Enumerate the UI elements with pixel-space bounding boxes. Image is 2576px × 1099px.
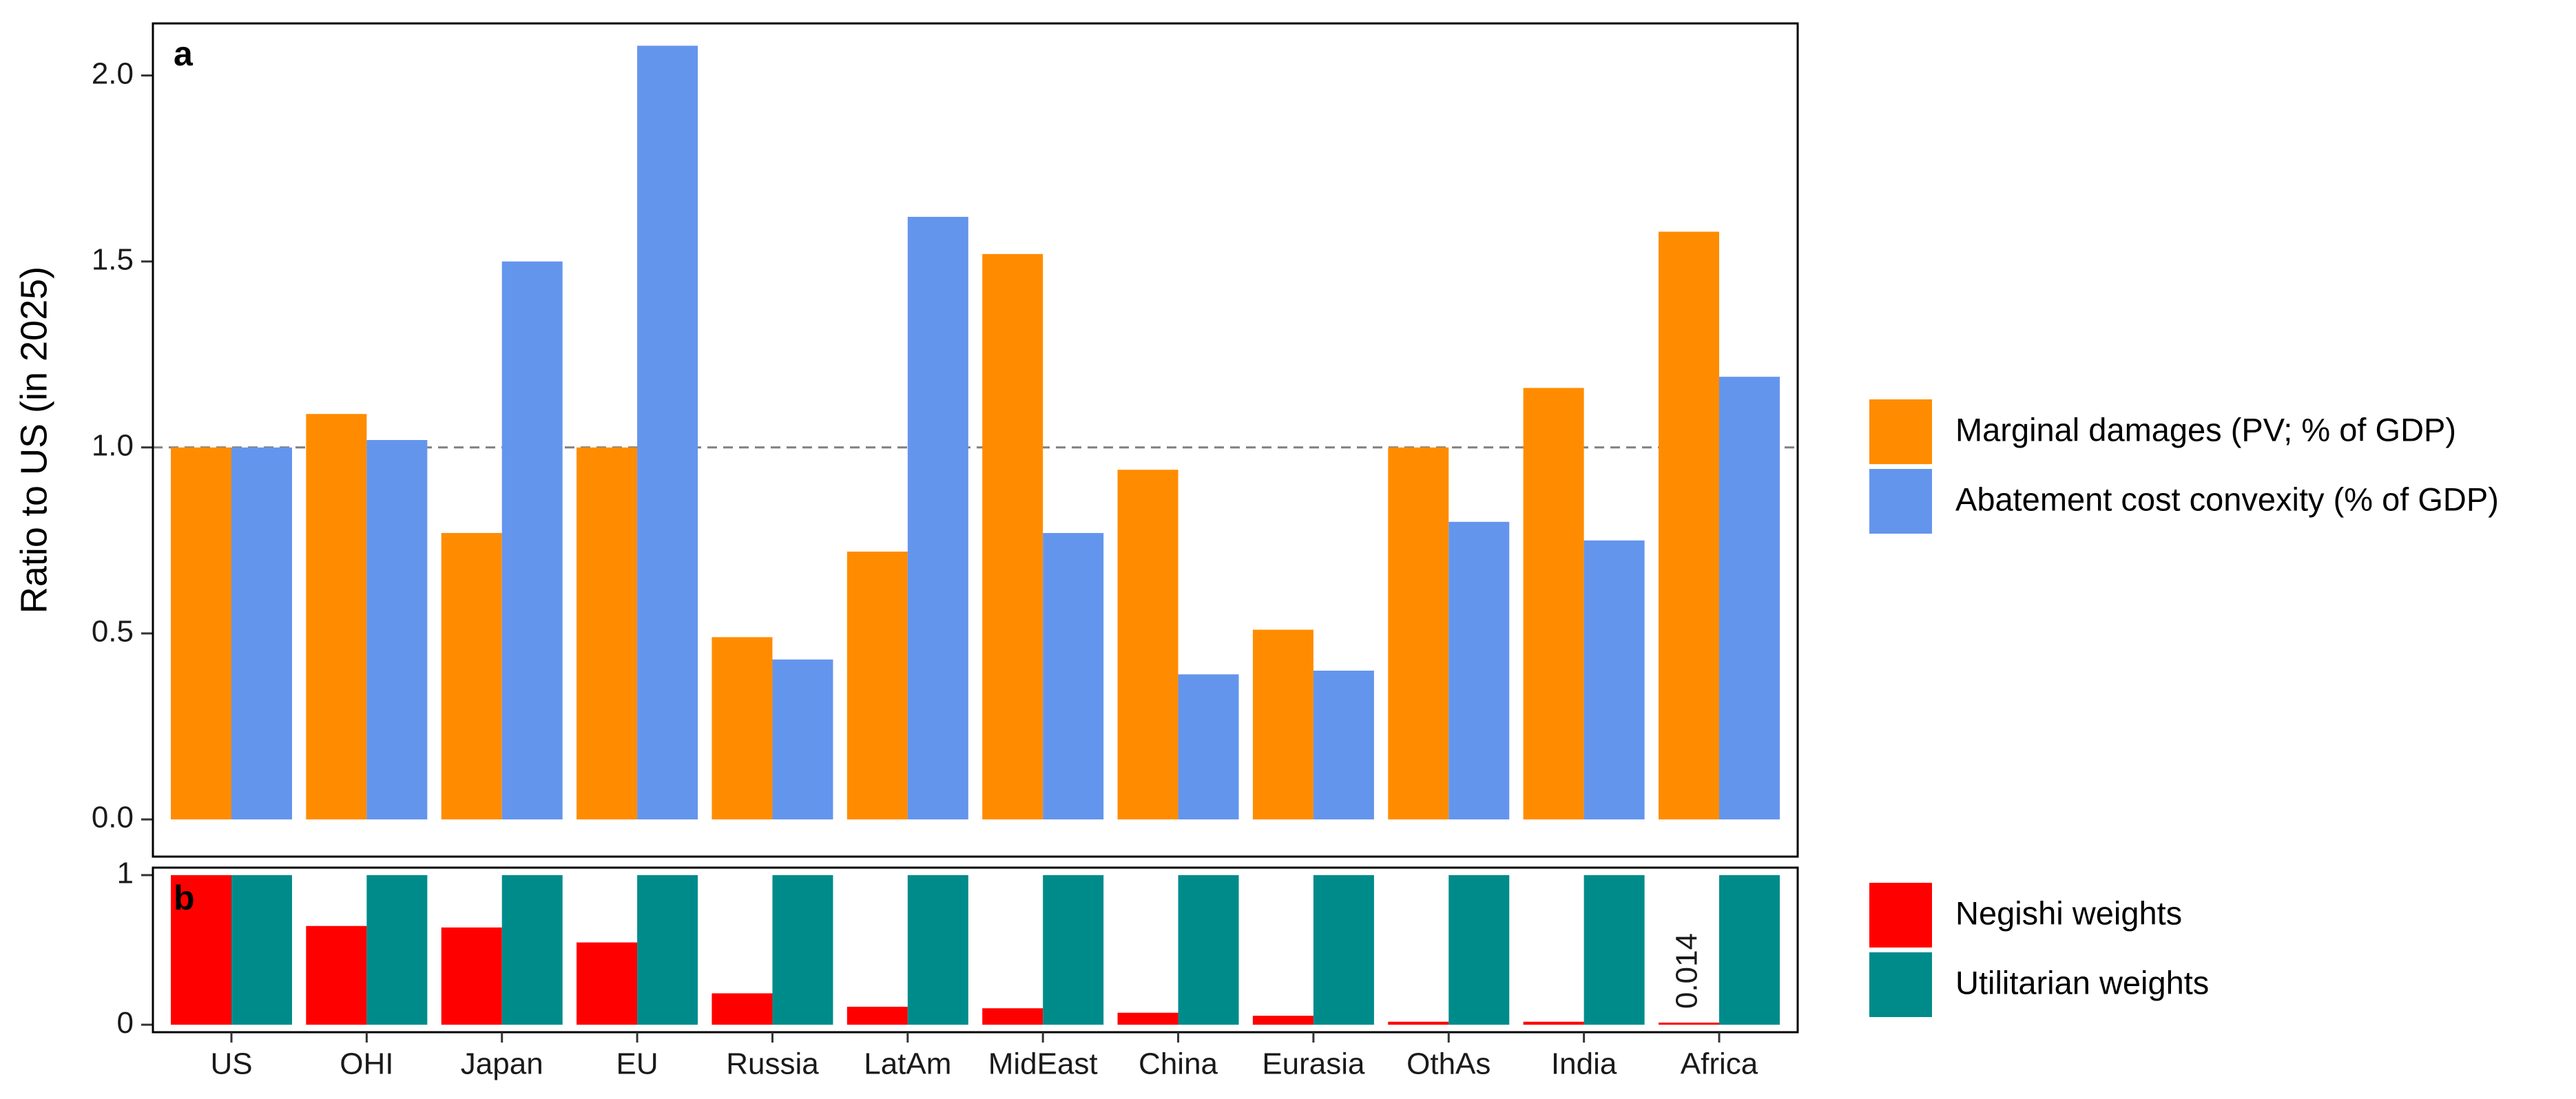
x-tick-label: MidEast	[988, 1047, 1098, 1081]
data-label: 0.014	[1670, 933, 1704, 1009]
bar	[1583, 875, 1645, 1025]
y-tick-label: 1.5	[92, 242, 134, 276]
bar	[1178, 674, 1239, 819]
bar	[366, 440, 428, 819]
bar	[772, 875, 833, 1025]
bar	[306, 414, 367, 819]
y-tick-label: 1.0	[92, 428, 134, 462]
bar	[846, 1007, 908, 1025]
legend-swatch	[1869, 469, 1932, 534]
bar	[171, 447, 231, 819]
bar	[1117, 1012, 1178, 1025]
bar	[306, 925, 367, 1025]
bar	[1043, 875, 1104, 1025]
x-tick-label: OthAs	[1406, 1047, 1490, 1081]
y-axis-title: Ratio to US (in 2025)	[13, 266, 54, 614]
y-tick-label: 0.0	[92, 801, 134, 835]
y-tick-label: 0	[117, 1006, 134, 1040]
bar	[231, 447, 292, 819]
bar	[441, 927, 502, 1025]
bar	[231, 875, 292, 1025]
bar	[1388, 1021, 1449, 1025]
bar	[711, 637, 773, 819]
legend-label: Abatement cost convexity (% of GDP)	[1955, 481, 2499, 517]
bar	[1117, 470, 1178, 819]
bar	[1388, 447, 1449, 819]
legend-label: Utilitarian weights	[1955, 964, 2209, 1001]
bar	[1659, 231, 1719, 819]
legend-label: Negishi weights	[1955, 894, 2182, 931]
bar	[846, 552, 908, 819]
bar	[577, 447, 638, 819]
bar	[907, 875, 968, 1025]
x-tick-label: US	[210, 1047, 252, 1081]
bar	[577, 942, 638, 1025]
panel-label: a	[174, 34, 194, 73]
bar	[711, 993, 773, 1025]
bar	[501, 875, 563, 1025]
bar	[982, 253, 1043, 819]
bar	[1252, 1016, 1313, 1025]
bar	[1313, 670, 1374, 819]
bar	[1523, 388, 1584, 819]
x-tick-label: LatAm	[864, 1047, 951, 1081]
x-tick-label: India	[1551, 1047, 1617, 1081]
bar	[772, 659, 833, 819]
plot-frame	[152, 22, 1799, 858]
legend-swatch	[1869, 399, 1932, 464]
bar	[1043, 533, 1104, 819]
bar	[637, 875, 698, 1025]
bar	[1448, 875, 1510, 1025]
bar	[982, 1008, 1043, 1025]
bar	[441, 533, 502, 819]
y-tick-label: 1	[117, 856, 134, 890]
legend-label: Marginal damages (PV; % of GDP)	[1955, 411, 2456, 448]
y-tick-label: 2.0	[92, 56, 134, 90]
bar	[1719, 875, 1780, 1025]
bar	[1719, 377, 1780, 819]
legend-swatch	[1869, 883, 1932, 948]
legend-swatch	[1869, 952, 1932, 1017]
bar	[1448, 521, 1510, 819]
x-tick-label: Japan	[461, 1047, 543, 1081]
bar	[1523, 1021, 1584, 1025]
bar	[501, 261, 563, 819]
bar	[1659, 1023, 1719, 1025]
bar	[366, 875, 428, 1025]
bar	[637, 45, 698, 819]
x-tick-label: OHI	[340, 1047, 393, 1081]
bar	[1583, 540, 1645, 819]
x-tick-label: Africa	[1681, 1047, 1758, 1081]
x-tick-label: EU	[616, 1047, 658, 1081]
bar	[1252, 629, 1313, 819]
bar	[1178, 875, 1239, 1025]
x-tick-label: Russia	[726, 1047, 819, 1081]
plot-frame	[152, 866, 1799, 1034]
y-tick-label: 0.5	[92, 615, 134, 649]
x-tick-label: Eurasia	[1262, 1047, 1365, 1081]
bar	[907, 216, 968, 819]
bar	[1313, 875, 1374, 1025]
x-tick-label: China	[1139, 1047, 1218, 1081]
panel-label: b	[174, 879, 195, 917]
bar	[171, 875, 231, 1025]
